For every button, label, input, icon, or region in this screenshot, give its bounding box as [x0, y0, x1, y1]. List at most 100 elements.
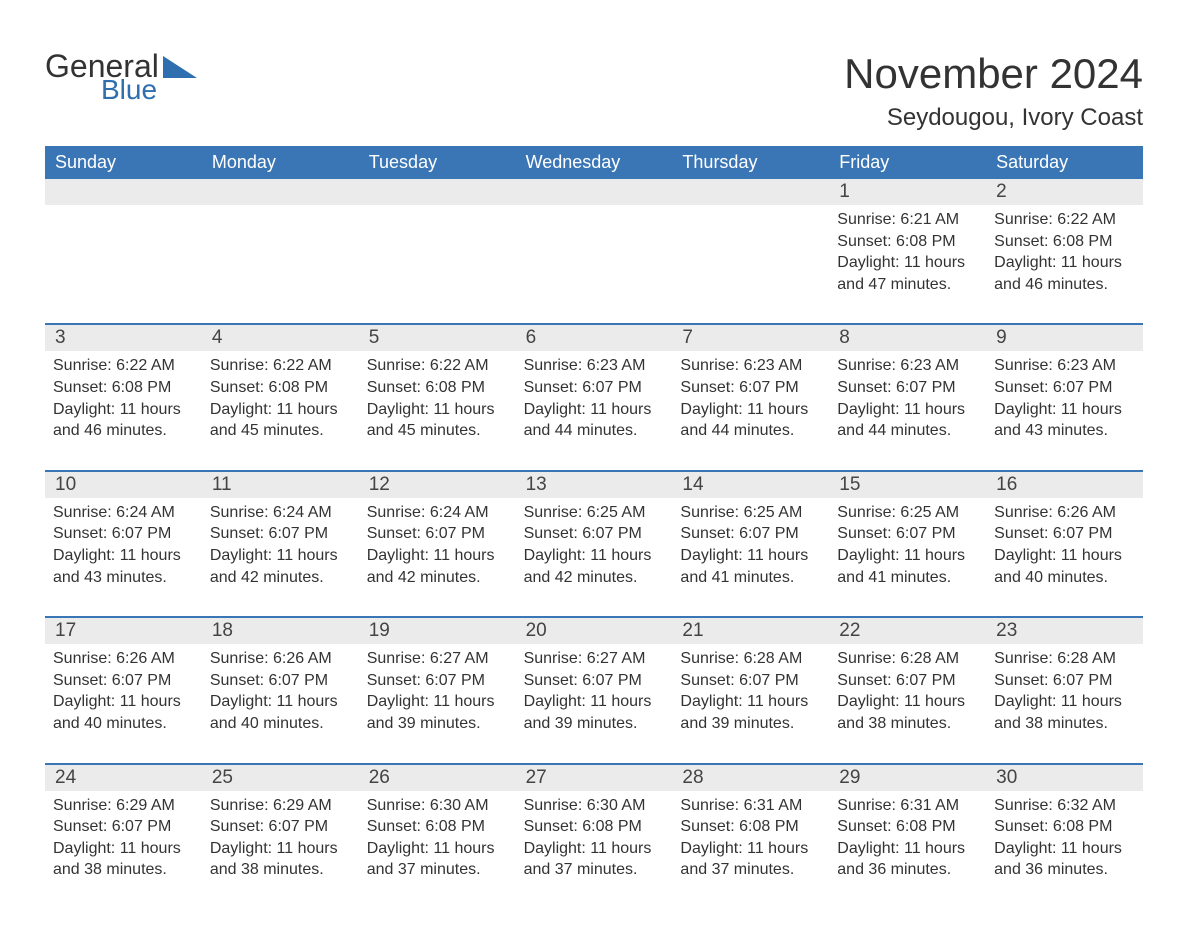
- sunrise-line: Sunrise: 6:22 AM: [994, 209, 1135, 231]
- sunrise-line: Sunrise: 6:23 AM: [680, 355, 821, 377]
- sunrise-line: Sunrise: 6:25 AM: [524, 502, 665, 524]
- day-number: 2: [986, 179, 1143, 205]
- sunset-line: Sunset: 6:07 PM: [837, 670, 978, 692]
- day-cell: 14Sunrise: 6:25 AMSunset: 6:07 PMDayligh…: [672, 472, 829, 596]
- day-number: [672, 179, 829, 205]
- sunrise-line: Sunrise: 6:31 AM: [680, 795, 821, 817]
- day-cell: 15Sunrise: 6:25 AMSunset: 6:07 PMDayligh…: [829, 472, 986, 596]
- sunset-line: Sunset: 6:08 PM: [994, 231, 1135, 253]
- day-number: 6: [516, 325, 673, 351]
- daylight-line-1: Daylight: 11 hours: [367, 691, 508, 713]
- sunrise-line: Sunrise: 6:25 AM: [837, 502, 978, 524]
- sunset-line: Sunset: 6:08 PM: [524, 816, 665, 838]
- day-number: 9: [986, 325, 1143, 351]
- sunset-line: Sunset: 6:07 PM: [837, 377, 978, 399]
- daylight-line-1: Daylight: 11 hours: [837, 691, 978, 713]
- daylight-line-1: Daylight: 11 hours: [210, 545, 351, 567]
- sunrise-line: Sunrise: 6:28 AM: [994, 648, 1135, 670]
- daylight-line-1: Daylight: 11 hours: [837, 252, 978, 274]
- sunset-line: Sunset: 6:07 PM: [994, 523, 1135, 545]
- daylight-line-1: Daylight: 11 hours: [994, 399, 1135, 421]
- weekday-saturday: Saturday: [986, 146, 1143, 179]
- day-cell: 13Sunrise: 6:25 AMSunset: 6:07 PMDayligh…: [516, 472, 673, 596]
- sunset-line: Sunset: 6:07 PM: [53, 670, 194, 692]
- day-number: [516, 179, 673, 205]
- sunrise-line: Sunrise: 6:22 AM: [53, 355, 194, 377]
- daylight-line-1: Daylight: 11 hours: [994, 545, 1135, 567]
- day-number: 11: [202, 472, 359, 498]
- sunset-line: Sunset: 6:07 PM: [53, 523, 194, 545]
- daylight-line-2: and 43 minutes.: [53, 567, 194, 589]
- day-cell: 7Sunrise: 6:23 AMSunset: 6:07 PMDaylight…: [672, 325, 829, 449]
- day-number: [45, 179, 202, 205]
- daylight-line-2: and 47 minutes.: [837, 274, 978, 296]
- day-number: 29: [829, 765, 986, 791]
- daylight-line-1: Daylight: 11 hours: [837, 545, 978, 567]
- day-number: 28: [672, 765, 829, 791]
- daylight-line-1: Daylight: 11 hours: [53, 399, 194, 421]
- sunset-line: Sunset: 6:08 PM: [837, 816, 978, 838]
- day-number: 3: [45, 325, 202, 351]
- sunrise-line: Sunrise: 6:27 AM: [524, 648, 665, 670]
- day-cell: [672, 179, 829, 303]
- weekday-wednesday: Wednesday: [516, 146, 673, 179]
- day-cell: 6Sunrise: 6:23 AMSunset: 6:07 PMDaylight…: [516, 325, 673, 449]
- sunset-line: Sunset: 6:08 PM: [367, 377, 508, 399]
- sunset-line: Sunset: 6:07 PM: [837, 523, 978, 545]
- title-block: November 2024 Seydougou, Ivory Coast: [844, 50, 1143, 132]
- day-cell: 27Sunrise: 6:30 AMSunset: 6:08 PMDayligh…: [516, 765, 673, 889]
- daylight-line-1: Daylight: 11 hours: [53, 691, 194, 713]
- sunset-line: Sunset: 6:08 PM: [367, 816, 508, 838]
- daylight-line-2: and 44 minutes.: [524, 420, 665, 442]
- logo-text: General Blue: [45, 50, 159, 104]
- sunset-line: Sunset: 6:07 PM: [680, 670, 821, 692]
- day-cell: 20Sunrise: 6:27 AMSunset: 6:07 PMDayligh…: [516, 618, 673, 742]
- daylight-line-2: and 39 minutes.: [367, 713, 508, 735]
- day-cell: 1Sunrise: 6:21 AMSunset: 6:08 PMDaylight…: [829, 179, 986, 303]
- daylight-line-2: and 38 minutes.: [53, 859, 194, 881]
- daylight-line-2: and 46 minutes.: [53, 420, 194, 442]
- day-cell: 12Sunrise: 6:24 AMSunset: 6:07 PMDayligh…: [359, 472, 516, 596]
- day-number: 8: [829, 325, 986, 351]
- day-number: 13: [516, 472, 673, 498]
- day-number: 4: [202, 325, 359, 351]
- daylight-line-2: and 45 minutes.: [367, 420, 508, 442]
- week-row: 10Sunrise: 6:24 AMSunset: 6:07 PMDayligh…: [45, 470, 1143, 596]
- day-number: 22: [829, 618, 986, 644]
- day-cell: 9Sunrise: 6:23 AMSunset: 6:07 PMDaylight…: [986, 325, 1143, 449]
- daylight-line-1: Daylight: 11 hours: [210, 399, 351, 421]
- daylight-line-2: and 44 minutes.: [680, 420, 821, 442]
- weekday-monday: Monday: [202, 146, 359, 179]
- day-cell: 29Sunrise: 6:31 AMSunset: 6:08 PMDayligh…: [829, 765, 986, 889]
- day-cell: 17Sunrise: 6:26 AMSunset: 6:07 PMDayligh…: [45, 618, 202, 742]
- day-number: 12: [359, 472, 516, 498]
- sunrise-line: Sunrise: 6:22 AM: [367, 355, 508, 377]
- sunrise-line: Sunrise: 6:24 AM: [53, 502, 194, 524]
- daylight-line-2: and 44 minutes.: [837, 420, 978, 442]
- week-row: 24Sunrise: 6:29 AMSunset: 6:07 PMDayligh…: [45, 763, 1143, 889]
- daylight-line-2: and 41 minutes.: [837, 567, 978, 589]
- sunset-line: Sunset: 6:08 PM: [210, 377, 351, 399]
- day-cell: 25Sunrise: 6:29 AMSunset: 6:07 PMDayligh…: [202, 765, 359, 889]
- daylight-line-1: Daylight: 11 hours: [680, 838, 821, 860]
- day-cell: [202, 179, 359, 303]
- daylight-line-2: and 42 minutes.: [210, 567, 351, 589]
- daylight-line-1: Daylight: 11 hours: [994, 691, 1135, 713]
- day-cell: 22Sunrise: 6:28 AMSunset: 6:07 PMDayligh…: [829, 618, 986, 742]
- day-cell: 4Sunrise: 6:22 AMSunset: 6:08 PMDaylight…: [202, 325, 359, 449]
- calendar: Sunday Monday Tuesday Wednesday Thursday…: [45, 146, 1143, 889]
- day-number: 7: [672, 325, 829, 351]
- daylight-line-2: and 40 minutes.: [994, 567, 1135, 589]
- day-number: 10: [45, 472, 202, 498]
- daylight-line-2: and 38 minutes.: [210, 859, 351, 881]
- sunset-line: Sunset: 6:07 PM: [524, 377, 665, 399]
- daylight-line-1: Daylight: 11 hours: [837, 399, 978, 421]
- weekday-header-row: Sunday Monday Tuesday Wednesday Thursday…: [45, 146, 1143, 179]
- day-number: [202, 179, 359, 205]
- day-cell: 28Sunrise: 6:31 AMSunset: 6:08 PMDayligh…: [672, 765, 829, 889]
- daylight-line-2: and 43 minutes.: [994, 420, 1135, 442]
- sunrise-line: Sunrise: 6:29 AM: [53, 795, 194, 817]
- weekday-tuesday: Tuesday: [359, 146, 516, 179]
- daylight-line-1: Daylight: 11 hours: [210, 838, 351, 860]
- location: Seydougou, Ivory Coast: [844, 104, 1143, 132]
